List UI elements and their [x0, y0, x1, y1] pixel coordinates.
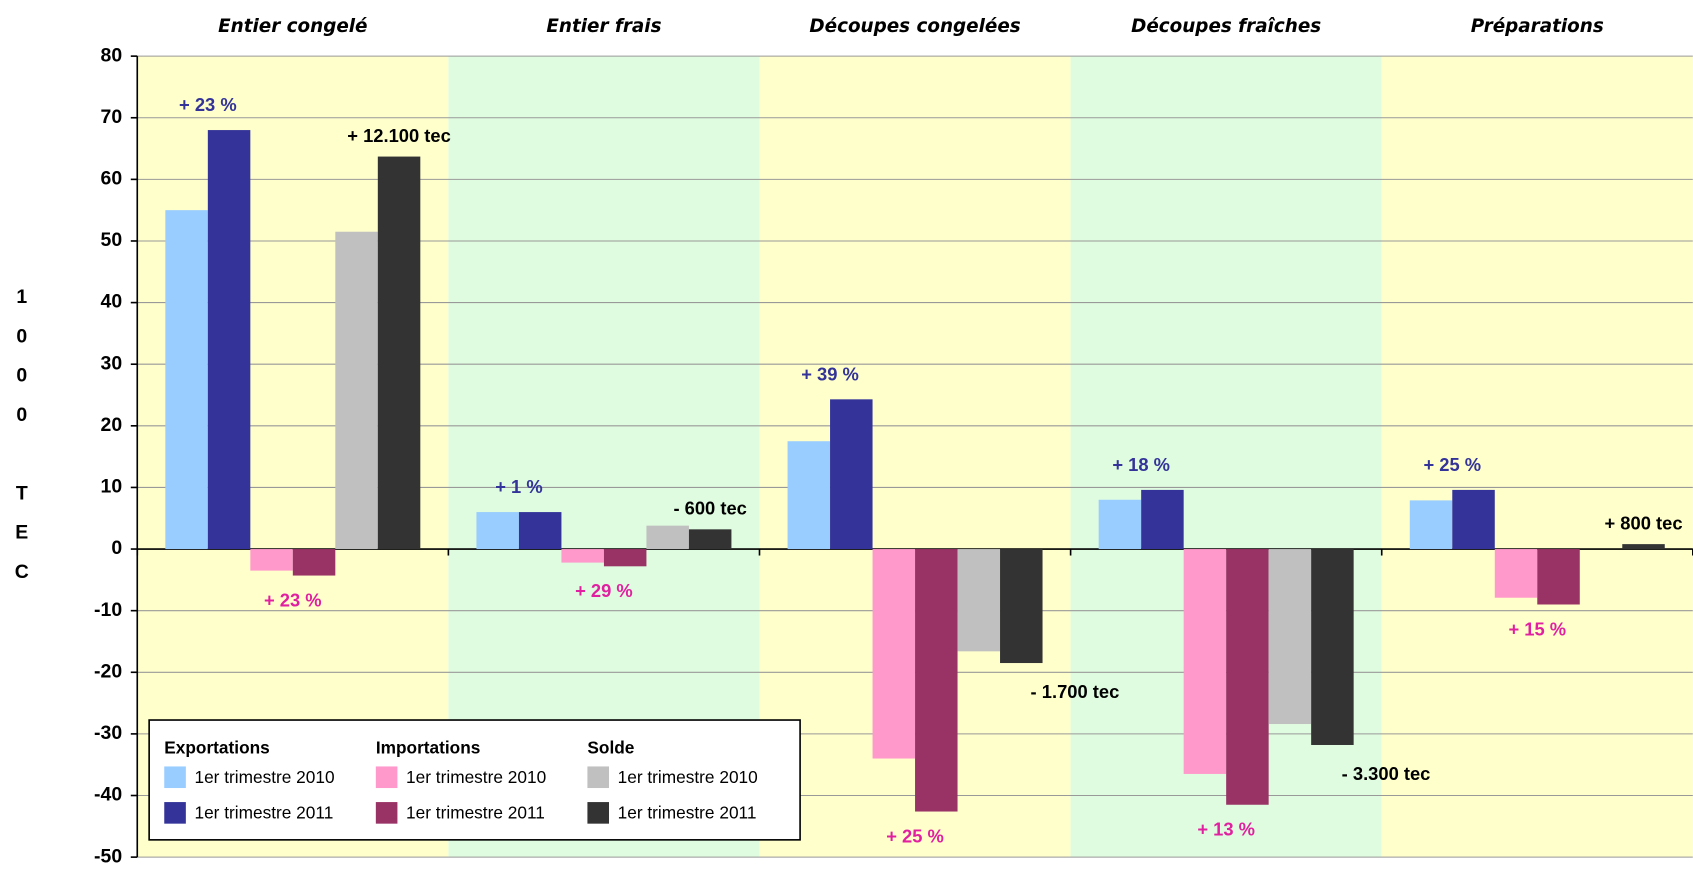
bar [377, 156, 421, 550]
annotation: + 23 % [179, 94, 237, 115]
legend-label: 1er trimestre 2010 [194, 767, 334, 787]
category-title: Découpes congelées [809, 16, 1020, 37]
legend-box [148, 719, 801, 841]
legend-swatch [587, 766, 610, 789]
bar [165, 210, 208, 550]
legend-swatch [587, 802, 610, 824]
legend-label: 1er trimestre 2011 [194, 803, 333, 823]
bar [603, 549, 647, 567]
annotation: + 25 % [1423, 454, 1481, 475]
legend-label: 1er trimestre 2010 [406, 767, 546, 787]
category-title: Entier frais [546, 16, 661, 37]
y-tick-label: 20 [101, 414, 123, 436]
y-tick-label: 70 [101, 106, 123, 128]
annotation: - 1.700 tec [1031, 681, 1120, 702]
category-title: Préparations [1471, 16, 1604, 37]
bar [1311, 549, 1354, 745]
y-tick-label: 30 [101, 352, 123, 374]
category-title: Entier congelé [218, 16, 367, 37]
bar [872, 549, 916, 759]
bar [476, 512, 519, 550]
bar [1226, 549, 1269, 805]
bar [1537, 549, 1580, 605]
annotation: + 800 tec [1604, 513, 1682, 534]
bar [1098, 499, 1142, 550]
annotation: + 13 % [1197, 819, 1255, 840]
legend-swatch [375, 766, 398, 789]
bar [335, 231, 378, 550]
bar [207, 130, 251, 550]
y-tick-label: -50 [94, 845, 122, 867]
legend-group-title: Importations [376, 738, 481, 758]
y-tick-label: 10 [101, 476, 123, 498]
bar [1452, 489, 1495, 550]
bar [1409, 500, 1453, 550]
bar [688, 529, 732, 550]
category-title: Découpes fraîches [1131, 16, 1321, 37]
bar [1183, 549, 1227, 774]
legend-swatch [164, 802, 186, 824]
y-tick-label: 80 [101, 44, 123, 66]
legend-group-title: Solde [587, 738, 634, 758]
annotation: - 3.300 tec [1342, 763, 1431, 784]
annotation: - 600 tec [673, 498, 746, 519]
y-axis-title: 1000 TEC [11, 286, 33, 600]
y-tick-label: 0 [111, 537, 122, 559]
bar [1494, 549, 1538, 598]
bar [1622, 544, 1665, 550]
legend-swatch [375, 802, 398, 824]
bar [1141, 489, 1184, 550]
legend-label: 1er trimestre 2010 [618, 767, 758, 787]
bar [1268, 549, 1312, 725]
bar [915, 549, 958, 812]
legend-group-title: Exportations [164, 738, 270, 758]
y-tick-label: 40 [101, 291, 123, 313]
y-tick-label: -10 [94, 599, 122, 621]
y-tick-label: -20 [94, 660, 122, 682]
bar [250, 549, 293, 571]
y-tick-label: -40 [94, 784, 122, 806]
annotation: + 29 % [575, 580, 633, 601]
bar [646, 525, 689, 550]
annotations: + 23 % + 1 % + 39 % + 18 % + 25 % + 23 % + 29 … [179, 94, 1683, 846]
bar [787, 441, 831, 550]
grid: -50 -40 -30 -20 -10 0 10 20 30 40 50 60 70 80 [94, 44, 1693, 867]
bar [561, 549, 604, 563]
bar [518, 512, 562, 550]
annotation: + 18 % [1112, 454, 1170, 475]
category-band [1381, 56, 1693, 858]
bar [292, 549, 336, 576]
y-tick-label: -30 [94, 722, 122, 744]
annotation: + 15 % [1508, 618, 1566, 639]
annotation: + 23 % [264, 589, 322, 610]
annotation: + 25 % [886, 825, 944, 846]
annotation: + 39 % [801, 363, 859, 384]
legend: Exportations 1er trimestre 2010 1er trimes… [148, 719, 801, 841]
legend-swatch [164, 766, 186, 789]
annotation: + 12.100 tec [347, 125, 451, 146]
legend-label: 1er trimestre 2011 [406, 803, 545, 823]
bar [957, 549, 1001, 652]
legend-label: 1er trimestre 2011 [618, 803, 757, 823]
bar [1000, 549, 1043, 664]
annotation: + 1 % [495, 476, 542, 497]
bars [165, 130, 1665, 812]
y-tick-label: 50 [101, 229, 123, 251]
bar [830, 399, 873, 550]
y-tick-label: 60 [101, 167, 123, 189]
